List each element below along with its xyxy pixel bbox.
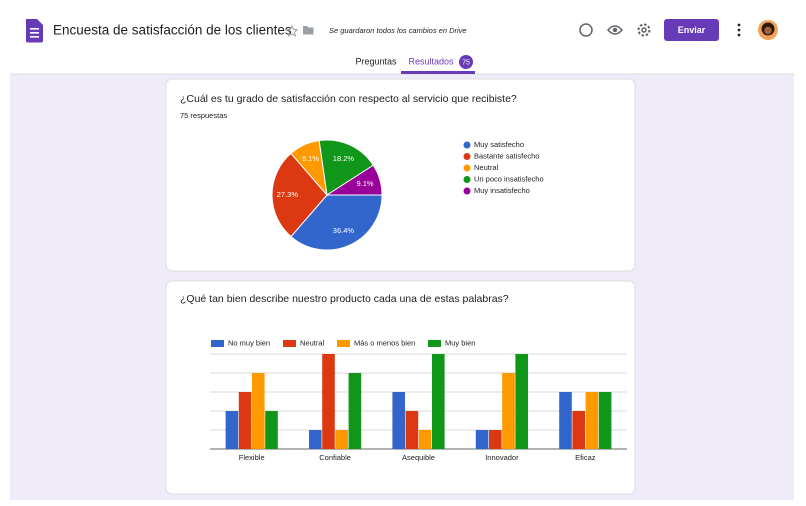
legend-label: Muy bien: [445, 338, 475, 347]
folder-icon[interactable]: [303, 26, 314, 35]
forms-icon[interactable]: [26, 19, 43, 43]
bar: [252, 373, 265, 449]
legend-label: Un poco insatisfecho: [474, 174, 544, 183]
slice-label: 27.3%: [277, 190, 299, 199]
tab-label[interactable]: Preguntas: [355, 56, 397, 66]
save-status: Se guardaron todos los cambios en Drive: [329, 26, 467, 35]
tab-indicator: [401, 71, 475, 74]
bar: [598, 392, 612, 449]
legend-label: Neutral: [300, 338, 325, 347]
avatar[interactable]: [758, 20, 778, 40]
legend-label: Muy satisfecho: [474, 140, 524, 149]
legend-swatch: [337, 340, 350, 347]
send-button[interactable]: [664, 19, 719, 41]
icon-shape: [26, 19, 43, 43]
x-tick-label: Flexible: [239, 453, 265, 462]
pie-slice: [318, 139, 374, 196]
more-menu[interactable]: [737, 23, 741, 37]
bar: [348, 373, 362, 449]
dot: [737, 28, 741, 32]
tab-badge: [459, 55, 473, 69]
bar: [238, 392, 252, 449]
dot: [737, 23, 741, 27]
avatar-face: [764, 26, 772, 35]
legend-label: No muy bien: [228, 338, 270, 347]
bar: [515, 354, 528, 449]
legend-swatch: [463, 153, 471, 160]
x-tick-label: Asequible: [402, 453, 435, 462]
icon-line: [30, 36, 39, 38]
slice-label: 18.2%: [333, 154, 355, 163]
icon-line: [30, 32, 39, 34]
tab-badge-count: 75: [462, 59, 470, 66]
star-icon[interactable]: [285, 24, 299, 37]
bar: [572, 411, 585, 449]
slice-label: 9.1%: [356, 179, 373, 188]
bar: [392, 392, 405, 449]
bar: [559, 392, 572, 449]
card-question: ¿Cuál es tu grado de satisfacción con re…: [180, 93, 517, 105]
legend-swatch: [463, 176, 471, 183]
dot: [737, 33, 741, 37]
x-tick-label: Innovador: [485, 453, 519, 462]
preview-icon[interactable]: [607, 25, 623, 35]
pie-slice: [271, 152, 328, 238]
bar: [265, 411, 278, 449]
gear-teeth: [637, 23, 651, 37]
palette-icon[interactable]: [579, 23, 593, 37]
bar: [475, 430, 489, 449]
icon-line: [30, 28, 39, 30]
tab-label[interactable]: Resultados: [408, 56, 454, 66]
eye-shape: [607, 25, 623, 35]
settings-icon[interactable]: [637, 23, 651, 37]
legend-label: Neutral: [474, 163, 499, 172]
question-card: [165, 280, 636, 495]
form-title[interactable]: Encuesta de satisfacción de los clientes: [53, 23, 292, 38]
x-tick-label: Confiable: [319, 453, 351, 462]
legend-swatch: [463, 187, 471, 195]
card-question: ¿Qué tan bien describe nuestro producto …: [180, 293, 509, 305]
legend-label: Muy insatisfecho: [474, 186, 530, 195]
send-button-label: Enviar: [678, 25, 706, 35]
bar: [585, 392, 599, 449]
bar: [489, 430, 502, 449]
slice-label: 9.1%: [302, 154, 319, 163]
bar: [418, 430, 432, 449]
legend-swatch: [463, 164, 471, 172]
legend-swatch: [283, 340, 296, 347]
slice-label: 36.4%: [333, 226, 355, 235]
bar: [322, 354, 335, 449]
bar: [502, 373, 515, 449]
bar: [309, 430, 322, 449]
legend-swatch: [428, 340, 441, 347]
bar: [225, 411, 239, 449]
legend-swatch: [211, 340, 224, 347]
response-count: 75 respuestas: [180, 111, 227, 120]
eye-pupil: [612, 27, 618, 33]
legend-label: Bastante satisfecho: [474, 151, 539, 160]
legend-label: Más o menos bien: [354, 338, 415, 347]
bar: [405, 411, 419, 449]
gear-hub: [641, 27, 647, 33]
pie-slice: [325, 164, 383, 196]
bar: [432, 354, 445, 449]
x-tick-label: Eficaz: [575, 453, 596, 462]
bar: [335, 430, 348, 449]
pie-slice: [290, 194, 383, 251]
question-card: [165, 78, 636, 272]
legend-swatch: [463, 141, 471, 149]
